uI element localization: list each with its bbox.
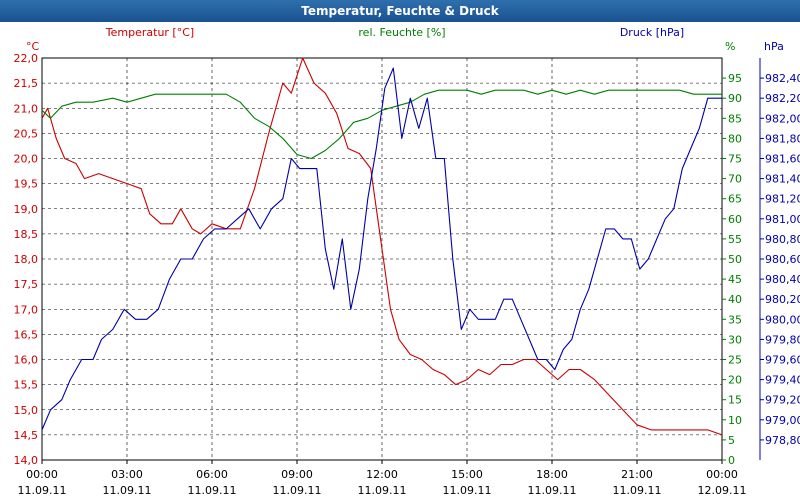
hum-tick-label: 30: [728, 333, 742, 346]
press-tick-label: 979,00: [765, 414, 800, 427]
temp-tick-label: 19,5: [14, 178, 39, 191]
temp-tick-label: 15,5: [14, 379, 39, 392]
series-line-temp: [41, 57, 723, 436]
x-tick-date: 11.09.11: [188, 484, 237, 497]
x-tick-time: 12:00: [366, 468, 398, 481]
hum-tick-label: 5: [728, 434, 735, 447]
temp-tick-label: 20,0: [14, 153, 39, 166]
hum-tick-label: 50: [728, 253, 742, 266]
temp-tick-label: 18,5: [14, 228, 39, 241]
x-tick-time: 00:00: [26, 468, 58, 481]
temp-tick-label: 14,5: [14, 429, 39, 442]
temp-tick-label: 22,0: [14, 52, 39, 65]
hum-tick-label: 35: [728, 313, 742, 326]
hum-unit-label: %: [725, 40, 735, 53]
x-tick-time: 06:00: [196, 468, 228, 481]
press-tick-label: 980,80: [765, 233, 800, 246]
temp-tick-label: 16,0: [14, 354, 39, 367]
hum-tick-label: 75: [728, 153, 742, 166]
hum-tick-label: 15: [728, 394, 742, 407]
temp-tick-label: 21,5: [14, 77, 39, 90]
chart-title: Temperatur, Feuchte & Druck: [0, 0, 800, 22]
hum-tick-label: 60: [728, 213, 742, 226]
hum-tick-label: 65: [728, 193, 742, 206]
legend-entry: rel. Feuchte [%]: [358, 26, 445, 39]
hum-tick-label: 40: [728, 293, 742, 306]
hum-tick-label: 80: [728, 132, 742, 145]
temp-tick-label: 15,0: [14, 404, 39, 417]
x-tick-time: 09:00: [281, 468, 313, 481]
press-tick-label: 980,40: [765, 273, 800, 286]
legend-entry: Temperatur [°C]: [105, 26, 194, 39]
temp-tick-label: 18,0: [14, 253, 39, 266]
x-tick-time: 21:00: [621, 468, 653, 481]
press-tick-label: 979,60: [765, 354, 800, 367]
press-tick-label: 979,20: [765, 394, 800, 407]
temp-tick-label: 16,5: [14, 328, 39, 341]
press-tick-label: 982,20: [765, 92, 800, 105]
hum-tick-label: 95: [728, 72, 742, 85]
x-tick-date: 11.09.11: [613, 484, 662, 497]
press-tick-label: 980,00: [765, 313, 800, 326]
temp-tick-label: 21,0: [14, 102, 39, 115]
temp-tick-label: 20,5: [14, 127, 39, 140]
temp-tick-label: 17,0: [14, 303, 39, 316]
temp-tick-label: 14,0: [14, 454, 39, 467]
x-tick-date: 11.09.11: [443, 484, 492, 497]
x-tick-date: 11.09.11: [273, 484, 322, 497]
x-tick-date: 11.09.11: [528, 484, 577, 497]
x-tick-date: 12.09.11: [698, 484, 747, 497]
press-tick-label: 979,80: [765, 333, 800, 346]
hum-tick-label: 25: [728, 354, 742, 367]
x-tick-time: 00:00: [706, 468, 738, 481]
press-tick-label: 981,60: [765, 153, 800, 166]
x-tick-date: 11.09.11: [18, 484, 67, 497]
press-tick-label: 981,00: [765, 213, 800, 226]
temp-tick-label: 17,5: [14, 278, 39, 291]
x-tick-time: 15:00: [451, 468, 483, 481]
hum-tick-label: 70: [728, 173, 742, 186]
hum-tick-label: 55: [728, 233, 742, 246]
press-tick-label: 982,40: [765, 72, 800, 85]
x-tick-date: 11.09.11: [103, 484, 152, 497]
press-tick-label: 980,20: [765, 293, 800, 306]
hum-tick-label: 90: [728, 92, 742, 105]
series-line-press: [41, 67, 722, 431]
press-tick-label: 981,20: [765, 193, 800, 206]
hum-tick-label: 10: [728, 414, 742, 427]
x-tick-time: 18:00: [536, 468, 568, 481]
hum-tick-label: 85: [728, 112, 742, 125]
press-tick-label: 981,80: [765, 132, 800, 145]
hum-tick-label: 0: [728, 454, 735, 467]
hum-tick-label: 45: [728, 273, 742, 286]
hum-tick-label: 20: [728, 374, 742, 387]
x-tick-time: 03:00: [111, 468, 143, 481]
press-tick-label: 982,00: [765, 112, 800, 125]
legend-entry: Druck [hPa]: [620, 26, 684, 39]
temp-tick-label: 19,0: [14, 203, 39, 216]
press-tick-label: 978,80: [765, 434, 800, 447]
chart-svg: 14,0 14,5 15,0 15,5 16,0 16,5 17,0 17,5 18,0 18,5…: [14, 26, 800, 497]
press-tick-label: 980,60: [765, 253, 800, 266]
press-tick-label: 981,40: [765, 173, 800, 186]
press-unit-label: hPa: [764, 40, 784, 53]
temp-unit-label: °C: [26, 40, 40, 53]
x-tick-date: 11.09.11: [358, 484, 407, 497]
press-tick-label: 979,40: [765, 374, 800, 387]
